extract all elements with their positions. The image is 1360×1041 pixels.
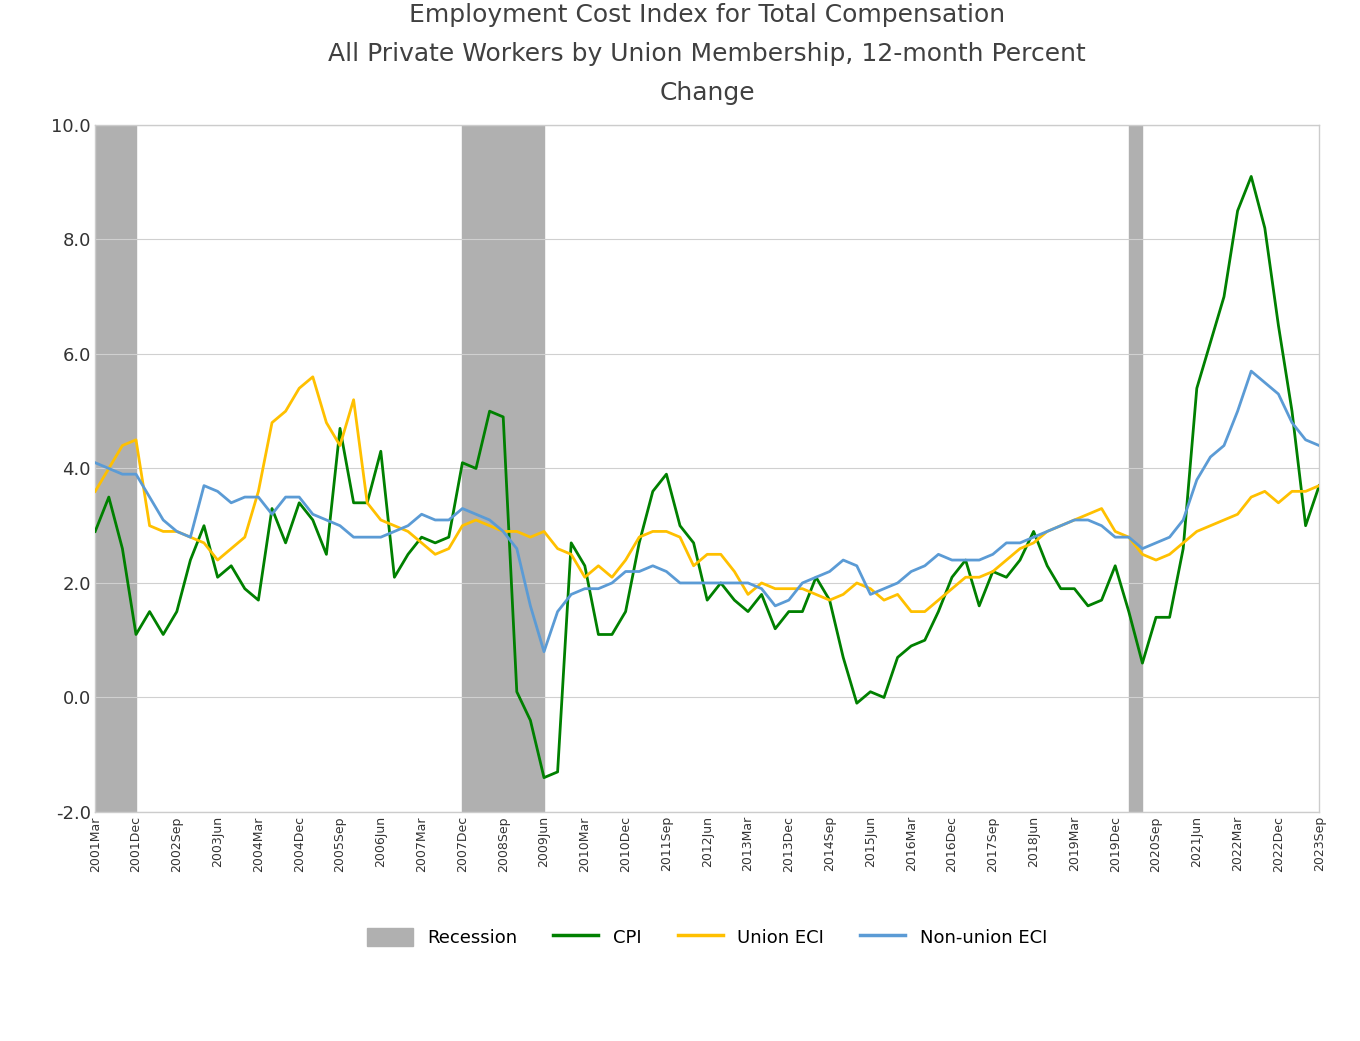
Bar <box>462 125 544 812</box>
Title: Employment Cost Index for Total Compensation
All Private Workers by Union Member: Employment Cost Index for Total Compensa… <box>328 2 1087 105</box>
Bar <box>95 125 136 812</box>
Legend: Recession, CPI, Union ECI, Non-union ECI: Recession, CPI, Union ECI, Non-union ECI <box>360 920 1054 955</box>
Bar <box>1129 125 1142 812</box>
